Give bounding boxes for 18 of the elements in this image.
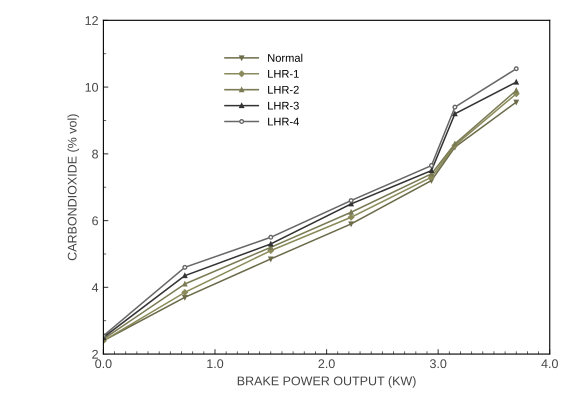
x-tick-label: 2.0: [318, 359, 335, 368]
x-tick-label: 0.0: [95, 359, 112, 368]
y-tick-label: 2: [92, 350, 98, 359]
y-tick-label: 12: [86, 16, 98, 25]
x-axis-title: BRAKE POWER OUTPUT (KW): [238, 376, 416, 388]
y-tick-label: 10: [86, 82, 98, 92]
legend-label: LHR-4: [268, 118, 299, 126]
y-tick-label: 8: [92, 150, 98, 158]
legend-label: Normal: [268, 54, 302, 62]
x-tick-label: 3.0: [430, 359, 446, 368]
y-tick-label: 6: [92, 216, 98, 226]
y-tick-label: 4: [92, 283, 98, 292]
legend-label: LHR-2: [268, 86, 299, 94]
x-tick-label: 1.0: [207, 359, 224, 368]
x-tick-label: 4.0: [541, 359, 558, 368]
legend-label: LHR-1: [268, 70, 299, 78]
y-axis-title: CARBONDIOXIDE (% vol): [67, 114, 80, 260]
legend-label: LHR-3: [268, 102, 299, 110]
